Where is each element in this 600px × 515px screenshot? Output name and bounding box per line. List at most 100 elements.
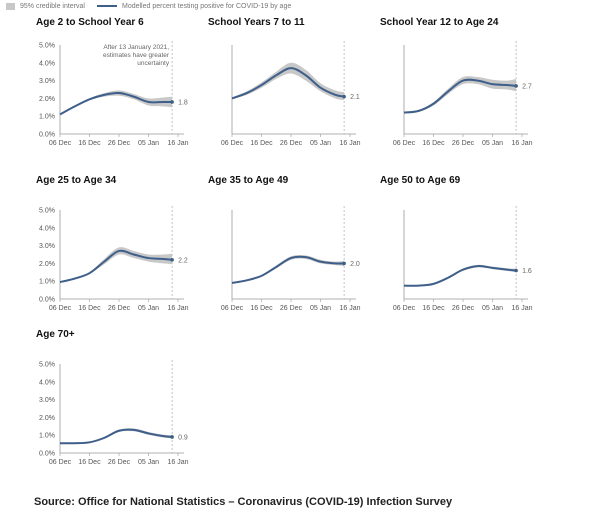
x-tick-label: 06 Dec [49, 305, 72, 312]
y-tick-label: 3.0% [39, 243, 55, 250]
modelled-line [231, 67, 345, 100]
y-tick-label: 3.0% [39, 397, 55, 404]
x-tick-label: 16 Jan [167, 140, 188, 147]
credible-interval-band [60, 428, 173, 444]
x-tick-label: 05 Jan [138, 459, 159, 466]
panel-title: School Year 12 to Age 24 [380, 17, 499, 28]
x-tick-label: 26 Dec [280, 140, 303, 147]
modelled-line [403, 78, 517, 114]
credible-interval-swatch [6, 2, 15, 10]
modelled-line [59, 249, 173, 284]
x-tick-label: 05 Jan [138, 140, 159, 147]
chart-panel-2: School Years 7 to 11 06 Dec 16 Dec 26 Dec 05… [208, 17, 361, 147]
x-tick-label: 16 Dec [422, 305, 445, 312]
y-tick-label: 0.0% [39, 451, 55, 458]
x-tick-label: 26 Dec [280, 305, 303, 312]
y-tick-label: 1.0% [39, 433, 55, 440]
chart-panel-6: Age 50 to Age 69 06 Dec 16 Dec 26 Dec 05 Jan… [380, 175, 533, 312]
x-tick-label: 06 Dec [221, 305, 244, 312]
x-tick-label: 16 Dec [250, 140, 273, 147]
panel-title: School Years 7 to 11 [208, 17, 305, 28]
x-tick-label: 16 Jan [511, 305, 532, 312]
panel-title: Age 35 to Age 49 [208, 175, 289, 186]
chart-panel-5: Age 35 to Age 49 06 Dec 16 Dec 26 Dec 05 Jan… [208, 175, 361, 312]
x-tick-label: 16 Jan [339, 140, 360, 147]
x-tick-label: 05 Jan [310, 140, 331, 147]
x-tick-label: 05 Jan [482, 140, 503, 147]
legend-line-label: Modelled percent testing positive for CO… [121, 2, 292, 10]
credible-interval-band [232, 62, 345, 101]
x-tick-label: 26 Dec [108, 459, 131, 466]
end-value-label: 1.6 [522, 268, 532, 275]
modelled-line [231, 255, 345, 284]
end-point [514, 84, 518, 88]
x-tick-label: 16 Jan [511, 140, 532, 147]
x-tick-label: 16 Dec [78, 305, 101, 312]
x-tick-label: 16 Jan [167, 305, 188, 312]
y-tick-label: 4.0% [39, 225, 55, 232]
y-tick-label: 3.0% [39, 78, 55, 85]
panel-title: Age 50 to Age 69 [380, 175, 461, 186]
end-point [342, 261, 346, 266]
y-tick-label: 0.0% [39, 132, 55, 139]
x-tick-label: 26 Dec [452, 140, 475, 147]
x-tick-label: 26 Dec [452, 305, 475, 312]
uncertainty-annotation: After 13 January 2021, [103, 44, 169, 51]
x-tick-label: 26 Dec [108, 140, 131, 147]
end-value-label: 2.0 [350, 261, 360, 268]
modelled-line [59, 92, 173, 116]
x-tick-label: 26 Dec [108, 305, 131, 312]
end-value-label: 2.1 [350, 94, 360, 101]
y-tick-label: 2.0% [39, 261, 55, 268]
y-tick-label: 4.0% [39, 60, 55, 67]
source-note: Source: Office for National Statistics –… [34, 496, 453, 508]
y-tick-label: 5.0% [39, 208, 55, 215]
y-tick-label: 1.0% [39, 114, 55, 121]
end-value-label: 1.8 [178, 99, 188, 106]
x-tick-label: 16 Dec [78, 459, 101, 466]
modelled-line [59, 428, 173, 445]
end-point [514, 268, 518, 273]
y-tick-label: 5.0% [39, 43, 55, 50]
y-tick-label: 1.0% [39, 279, 55, 286]
chart-panel-1: Age 2 to School Year 6 0.0% 1.0% 2.0% 3.0% 4.… [36, 17, 189, 147]
panel-title: Age 70+ [36, 329, 75, 340]
x-tick-label: 16 Jan [339, 305, 360, 312]
x-tick-label: 16 Dec [422, 140, 445, 147]
end-point [170, 100, 174, 104]
legend: 95% credible interval Modelled percent t… [6, 0, 291, 12]
y-tick-label: 0.0% [39, 297, 55, 304]
uncertainty-annotation: uncertainty [137, 60, 170, 67]
chart-panel-7: Age 70+ 0.0% 1.0% 2.0% 3.0% 4.0% 5.0% 06 Dec 16 … [36, 329, 189, 466]
end-point [342, 94, 346, 99]
x-tick-label: 06 Dec [49, 140, 72, 147]
chart-panel-4: Age 25 to Age 34 0.0% 1.0% 2.0% 3.0% 4.0% 5.0%… [36, 175, 189, 312]
y-tick-label: 2.0% [39, 415, 55, 422]
uncertainty-annotation: estimates have greater [103, 52, 170, 59]
end-value-label: 2.2 [178, 257, 188, 264]
end-point [170, 435, 174, 439]
x-tick-label: 16 Dec [250, 305, 273, 312]
chart-panel-3: School Year 12 to Age 24 06 Dec 16 Dec 26 D… [380, 17, 533, 147]
y-tick-label: 5.0% [39, 362, 55, 369]
x-tick-label: 06 Dec [393, 140, 416, 147]
end-value-label: 0.9 [178, 434, 188, 441]
end-point [170, 258, 174, 262]
modelled-line [403, 265, 517, 287]
legend-interval-label: 95% credible interval [20, 2, 85, 10]
x-tick-label: 05 Jan [482, 305, 503, 312]
panel-title: Age 2 to School Year 6 [36, 17, 144, 28]
y-tick-label: 2.0% [39, 96, 55, 103]
x-tick-label: 16 Jan [167, 459, 188, 466]
end-value-label: 2.7 [522, 83, 532, 90]
x-tick-label: 06 Dec [393, 305, 416, 312]
x-tick-label: 06 Dec [49, 459, 72, 466]
x-tick-label: 05 Jan [138, 305, 159, 312]
y-tick-label: 4.0% [39, 379, 55, 386]
modelled-line-swatch [96, 5, 117, 7]
x-tick-label: 05 Jan [310, 305, 331, 312]
x-tick-label: 06 Dec [221, 140, 244, 147]
x-tick-label: 16 Dec [78, 140, 101, 147]
panel-title: Age 25 to Age 34 [36, 175, 117, 186]
